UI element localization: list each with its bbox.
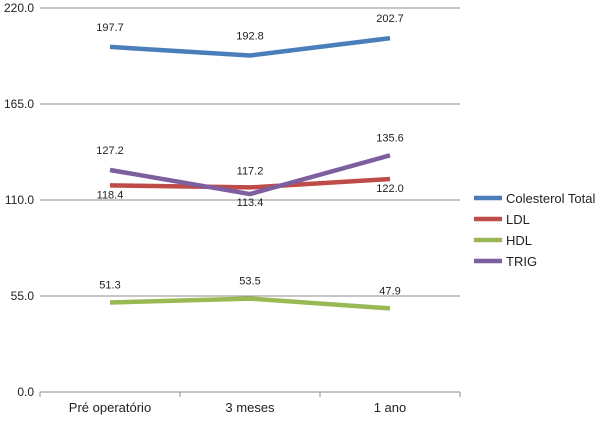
data-label: 117.2: [237, 165, 264, 177]
data-label: 135.6: [376, 132, 404, 144]
legend: Colesterol Total LDL HDL TRIG: [474, 191, 595, 269]
legend-label: LDL: [506, 212, 530, 227]
data-label: 51.3: [99, 279, 120, 291]
series-line-colesterol-total: [109, 35, 391, 58]
data-labels: 197.7 192.8 202.7 118.4 117.2 122.0 51.3 53.5 47…: [96, 13, 404, 297]
data-label: 122.0: [376, 183, 404, 195]
legend-label: HDL: [506, 233, 532, 248]
x-tick-label: 1 ano: [374, 400, 407, 415]
series-line-ldl: [109, 176, 391, 190]
y-tick-label: 165.0: [4, 97, 34, 111]
data-label: 113.4: [237, 197, 264, 209]
data-label: 53.5: [239, 276, 260, 288]
data-label: 118.4: [97, 189, 124, 201]
data-label: 197.7: [96, 22, 124, 34]
data-label: 127.2: [96, 145, 124, 157]
legend-label: TRIG: [506, 254, 537, 269]
data-label: 202.7: [376, 13, 404, 25]
axes: 0.0 55.0 110.0 165.0 220.0 Pré operatório 3 me…: [4, 1, 461, 415]
x-tick-label: 3 meses: [225, 400, 275, 415]
data-label: 192.8: [236, 30, 264, 42]
y-tick-label: 110.0: [5, 193, 34, 207]
y-tick-label: 220.0: [4, 1, 34, 15]
series-line-trig: [109, 153, 391, 197]
y-tick-label: 55.0: [11, 289, 35, 303]
legend-label: Colesterol Total: [506, 191, 595, 206]
series-lines: [109, 35, 391, 311]
x-tick-label: Pré operatório: [69, 400, 151, 415]
series-line-hdl: [109, 296, 391, 311]
y-tick-label: 0.0: [17, 385, 34, 399]
gridlines: [40, 7, 460, 297]
data-label: 47.9: [379, 285, 400, 297]
